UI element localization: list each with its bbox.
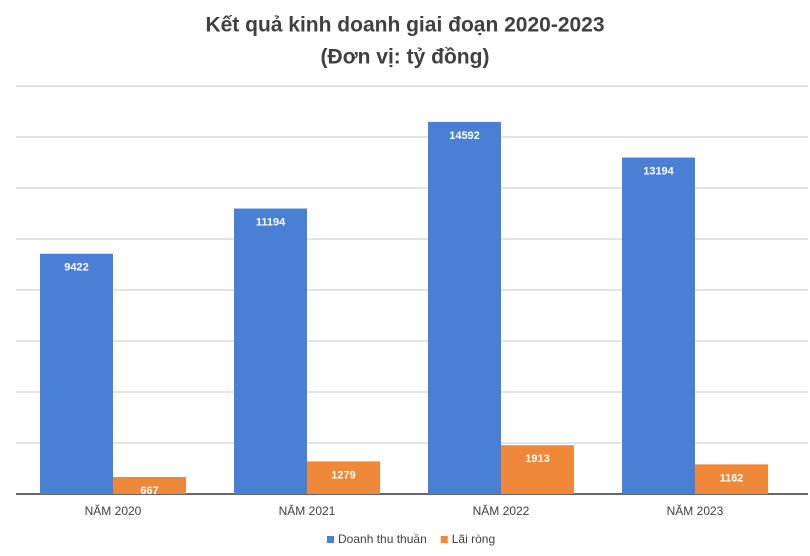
value-label: 1162 [720, 472, 744, 484]
bar [501, 445, 574, 494]
x-tick-label: NĂM 2021 [279, 503, 336, 518]
x-tick-label: NĂM 2022 [473, 503, 530, 518]
chart-subtitle: (Đơn vị: tỷ đồng) [321, 46, 490, 69]
bar [113, 476, 186, 494]
bar [622, 157, 695, 495]
legend-label: Lãi ròng [452, 532, 495, 546]
bar [234, 208, 307, 495]
value-label: 1913 [525, 453, 549, 465]
bar [695, 464, 768, 494]
x-tick-label: NĂM 2023 [667, 503, 724, 518]
bar [40, 253, 113, 494]
value-label: 9422 [64, 262, 88, 274]
legend-label: Doanh thu thuần [338, 532, 427, 546]
bar [307, 461, 380, 494]
legend-swatch [440, 536, 448, 543]
chart-title: Kết quả kinh doanh giai đoạn 2020-2023 [205, 14, 604, 37]
value-label: 1279 [331, 469, 355, 481]
value-label: 14592 [449, 130, 480, 142]
value-label: 13194 [643, 165, 674, 177]
value-label: 667 [140, 485, 158, 497]
bar [428, 121, 501, 495]
legend-swatch [327, 536, 334, 543]
value-label: 11194 [256, 216, 286, 228]
x-tick-label: NĂM 2020 [85, 503, 142, 518]
